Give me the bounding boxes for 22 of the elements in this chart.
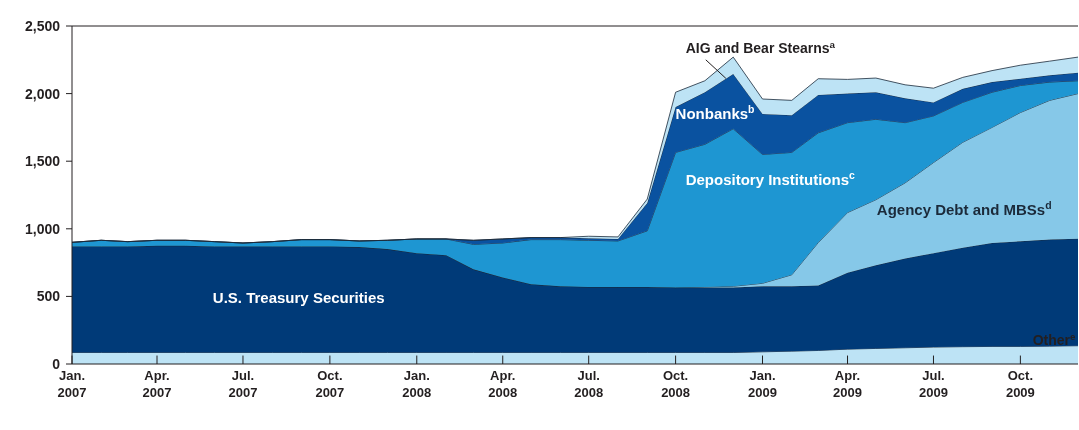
series-label: U.S. Treasury Securities (212, 289, 385, 307)
x-tick-label: Jan. 2009 (748, 368, 777, 400)
series-label: Depository Institutions$^{c}$ (685, 168, 855, 188)
series-label: AIG and Bear Stearns$^{a}$ (685, 38, 836, 57)
x-tick-label: Jul. 2009 (919, 368, 948, 400)
x-tick-label: Oct. 2009 (1005, 368, 1035, 400)
y-tick-label: 2,000 (24, 85, 61, 102)
x-tick-label: Apr. 2008 (488, 368, 518, 400)
y-tick-label: 1,500 (24, 153, 61, 170)
x-tick-label: Jan. 2008 (402, 368, 432, 400)
x-tick-label: Oct. 2007 (315, 368, 345, 400)
y-tick-label: 500 (36, 288, 61, 305)
y-tick-label: 1,000 (24, 220, 61, 237)
series-label: Agency Debt and MBSs$^{d}$ (876, 199, 1052, 219)
x-tick-label: Jul. 2008 (574, 368, 604, 400)
x-tick-label: Apr. 2007 (142, 368, 172, 400)
series-label: Nonbanks$^{b}$ (675, 102, 755, 122)
x-tick-label: Jul. 2007 (228, 368, 258, 400)
series-label: Other$^{e}$ (1032, 330, 1077, 349)
y-tick-label: 2,500 (24, 18, 61, 34)
x-tick-label: Apr. 2009 (833, 368, 862, 400)
x-tick-label: Oct. 2008 (661, 368, 691, 400)
